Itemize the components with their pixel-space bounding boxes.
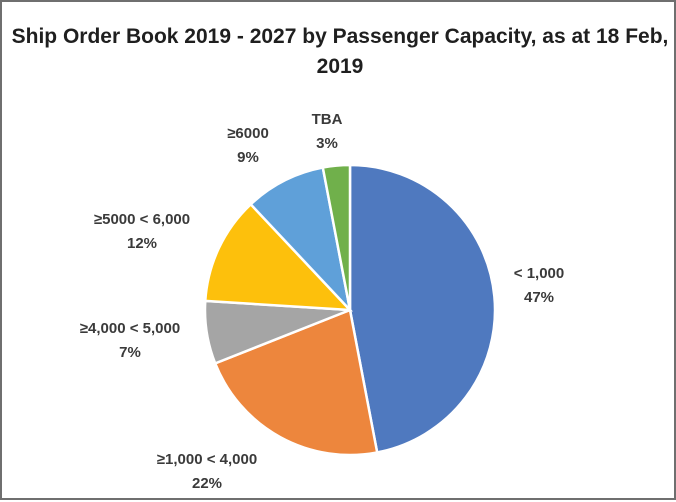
chart-title: Ship Order Book 2019 - 2027 by Passenger… [11,25,669,78]
slice-category-label: ≥1,000 < 4,000 [157,451,257,468]
slice-category-label: < 1,000 [514,265,564,282]
pie-slices [203,163,497,457]
pie-slice [248,166,353,314]
slice-value-label: 7% [119,344,141,361]
pie-slice [348,163,497,454]
pie-slice [203,202,354,312]
slice-value-label: 47% [524,289,554,306]
slice-category-label: ≥6000 [227,125,269,142]
slice-category-label: TBA [312,111,343,128]
pie-slice [321,163,352,311]
slice-value-label: 22% [192,475,222,492]
pie-labels: < 1,000 47% ≥1,000 < 4,000 22% ≥4,000 < 5,00… [80,111,564,492]
slice-category-label: ≥5000 < 6,000 [94,211,190,228]
slice-category-label: ≥4,000 < 5,000 [80,320,180,337]
slice-value-label: 9% [237,149,259,166]
slice-value-label: 3% [316,135,338,152]
slice-value-label: 12% [127,235,157,252]
pie-slice [213,308,379,457]
